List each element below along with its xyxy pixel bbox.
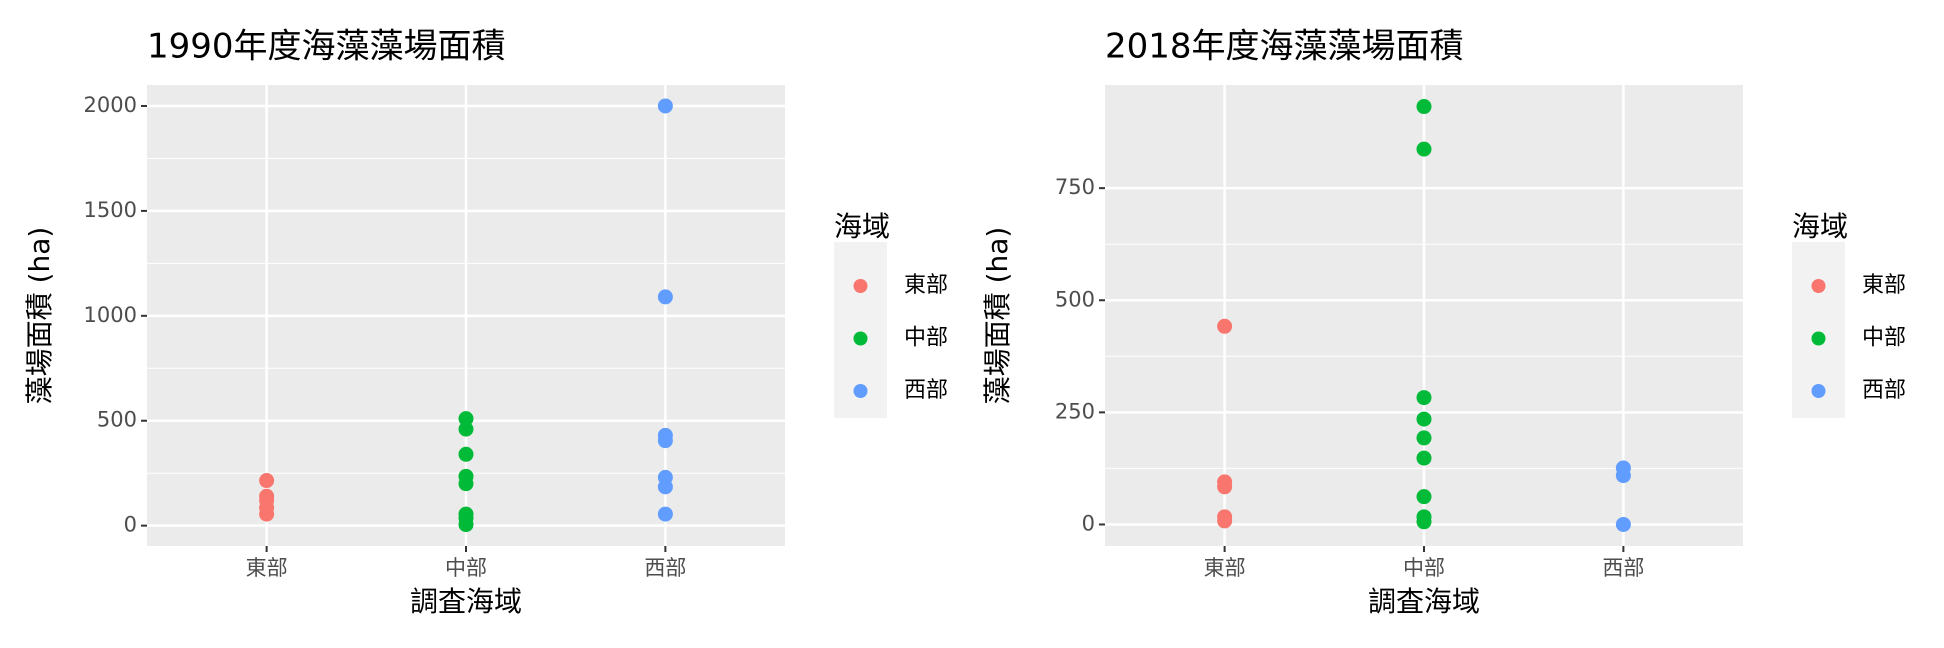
point — [259, 473, 275, 489]
x-tick-label: 西部 — [1602, 556, 1644, 580]
legend-key — [1811, 384, 1826, 398]
point — [1416, 514, 1432, 530]
point — [1416, 411, 1432, 427]
point — [1416, 99, 1432, 115]
point — [458, 517, 474, 533]
point — [1416, 489, 1432, 505]
point — [657, 289, 673, 305]
point — [1615, 516, 1631, 532]
legend-key — [853, 279, 868, 293]
legend-label: 中部 — [904, 326, 948, 351]
x-tick-label: 中部 — [1403, 556, 1445, 580]
point — [458, 446, 474, 462]
point — [1217, 318, 1233, 334]
x-tick-label: 東部 — [1204, 556, 1246, 580]
point — [1416, 450, 1432, 466]
legend-title: 海域 — [1792, 210, 1848, 243]
point — [1217, 479, 1233, 495]
point — [657, 433, 673, 449]
chart-title: 1990年度海藻藻場面積 — [147, 27, 506, 67]
legend-label: 西部 — [1862, 378, 1906, 403]
x-axis-label: 調査海域 — [410, 585, 522, 618]
y-tick-label: 1000 — [84, 303, 137, 327]
x-tick-label: 中部 — [445, 556, 487, 580]
y-tick-label: 750 — [1055, 175, 1095, 199]
y-axis-label: 藻場面積 (ha) — [23, 227, 56, 405]
x-axis-label: 調査海域 — [1368, 585, 1480, 618]
legend-key — [1811, 279, 1826, 293]
point — [1416, 390, 1432, 406]
legend-label: 東部 — [1862, 273, 1906, 298]
point — [458, 411, 474, 427]
legend-key — [853, 331, 868, 346]
x-tick-label: 西部 — [644, 556, 686, 580]
legend-label: 東部 — [904, 273, 948, 298]
y-tick-label: 0 — [124, 513, 137, 537]
point — [657, 98, 673, 114]
point — [458, 421, 474, 437]
point — [259, 506, 275, 522]
point — [1217, 513, 1233, 529]
chart-title: 2018年度海藻藻場面積 — [1105, 27, 1464, 67]
y-tick-label: 500 — [97, 408, 137, 432]
y-tick-label: 250 — [1055, 399, 1095, 423]
point — [657, 479, 673, 495]
y-tick-label: 0 — [1082, 511, 1095, 535]
point — [458, 476, 474, 492]
y-tick-label: 500 — [1055, 287, 1095, 311]
y-axis-label: 藻場面積 (ha) — [981, 227, 1014, 405]
legend-label: 西部 — [904, 378, 948, 403]
legend-key — [1811, 331, 1826, 346]
x-tick-label: 東部 — [246, 556, 288, 580]
y-tick-label: 1500 — [84, 198, 137, 222]
legend-key — [853, 384, 868, 398]
point — [1416, 430, 1432, 446]
legend-title: 海域 — [834, 210, 890, 243]
point — [1416, 141, 1432, 157]
point — [657, 506, 673, 522]
y-tick-label: 2000 — [84, 93, 137, 117]
legend-label: 中部 — [1862, 326, 1906, 351]
point — [1615, 468, 1631, 484]
